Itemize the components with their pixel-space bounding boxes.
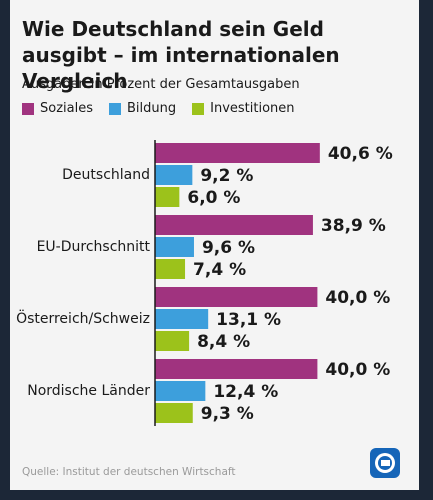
legend-label: Investitionen bbox=[210, 101, 295, 116]
value-label: 13,1 % bbox=[216, 310, 281, 330]
category-label: EU-Durchschnitt bbox=[37, 239, 151, 255]
legend-swatch bbox=[22, 102, 34, 115]
bar bbox=[155, 381, 206, 401]
bar bbox=[155, 359, 318, 379]
value-label: 9,2 % bbox=[200, 166, 253, 186]
legend-label: Bildung bbox=[127, 101, 177, 116]
legend-label: Soziales bbox=[40, 101, 93, 116]
legend-item: Bildung bbox=[109, 101, 176, 116]
value-label: 8,4 % bbox=[197, 332, 250, 352]
bar bbox=[155, 259, 186, 279]
value-label: 38,9 % bbox=[321, 216, 386, 236]
bar bbox=[155, 187, 180, 207]
value-label: 40,0 % bbox=[325, 288, 390, 308]
legend-swatch bbox=[192, 102, 205, 115]
value-label: 7,4 % bbox=[193, 260, 246, 280]
value-label: 12,4 % bbox=[213, 382, 278, 402]
category-label: Österreich/Schweiz bbox=[16, 309, 150, 327]
bar bbox=[155, 143, 320, 163]
category-label: Nordische Länder bbox=[27, 383, 150, 399]
logo bbox=[370, 448, 400, 478]
value-label: 6,0 % bbox=[187, 188, 240, 208]
value-label: 40,0 % bbox=[325, 360, 390, 380]
bar bbox=[155, 165, 193, 185]
bar bbox=[155, 215, 313, 235]
card bbox=[10, 0, 419, 490]
value-label: 9,3 % bbox=[201, 404, 254, 424]
bar bbox=[155, 309, 209, 329]
bar bbox=[155, 237, 194, 257]
bar bbox=[155, 287, 318, 307]
bar bbox=[155, 403, 193, 423]
chart-title: Wie Deutschland sein Geld ausgibt – im i… bbox=[22, 17, 340, 93]
value-label: 9,6 % bbox=[202, 238, 255, 258]
legend: Soziales Bildung Investitionen bbox=[22, 101, 295, 116]
chart-subtitle: Ausgaben in Prozent der Gesamtausgaben bbox=[22, 77, 300, 92]
legend-item: Soziales bbox=[22, 101, 93, 116]
legend-swatch bbox=[109, 102, 121, 115]
value-label: 40,6 % bbox=[328, 144, 393, 164]
source: Quelle: Institut der deutschen Wirtschaf… bbox=[22, 466, 236, 478]
bar bbox=[155, 331, 190, 351]
category-label: Deutschland bbox=[62, 167, 150, 183]
legend-item: Investitionen bbox=[192, 101, 295, 116]
